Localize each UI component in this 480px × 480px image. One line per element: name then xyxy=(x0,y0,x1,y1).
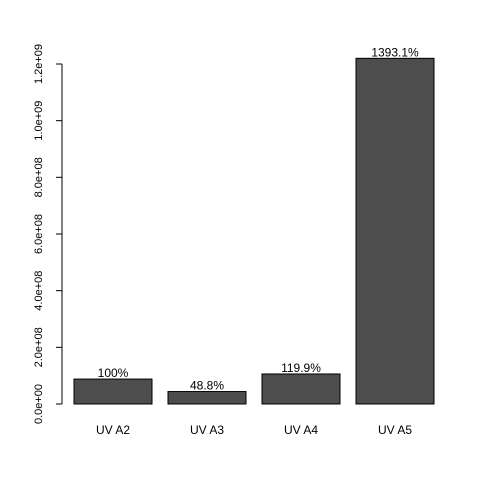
x-tick-label: UV A4 xyxy=(284,423,318,437)
y-tick-label: 4.0e+08 xyxy=(33,271,45,311)
y-tick-label: 8.0e+08 xyxy=(33,157,45,197)
y-tick-label: 1.2e+09 xyxy=(33,44,45,84)
bar-value-label: 119.9% xyxy=(281,361,321,375)
bar-uv-a4 xyxy=(261,373,341,405)
y-tick-label: 6.0e+08 xyxy=(33,214,45,254)
bar-labels: 100% 48.8% 119.9% 1393.1% xyxy=(98,45,419,392)
bar-uv-a2 xyxy=(73,378,153,405)
bar-value-label: 100% xyxy=(98,366,129,380)
y-tick-label: 2.0e+08 xyxy=(33,327,45,367)
bar-value-label: 1393.1% xyxy=(371,45,419,59)
y-tick-label: 1.0e+09 xyxy=(33,101,45,141)
y-tick-label: 0.0e+00 xyxy=(33,384,45,424)
y-axis: 0.0e+00 2.0e+08 4.0e+08 6.0e+08 8.0e+08 1.0e+… xyxy=(33,44,63,424)
bar-value-label: 48.8% xyxy=(190,379,224,393)
bars xyxy=(73,57,435,405)
x-tick-label: UV A5 xyxy=(378,423,412,437)
x-tick-label: UV A2 xyxy=(96,423,130,437)
bar-uv-a5 xyxy=(355,57,435,405)
x-axis-labels: UV A2 UV A3 UV A4 UV A5 xyxy=(96,423,412,437)
bar-uv-a3 xyxy=(167,391,247,405)
x-tick-label: UV A3 xyxy=(190,423,224,437)
